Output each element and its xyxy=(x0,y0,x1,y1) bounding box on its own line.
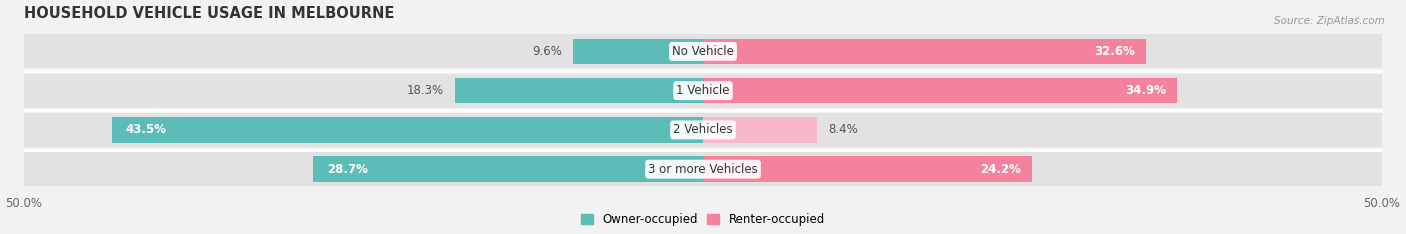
Text: HOUSEHOLD VEHICLE USAGE IN MELBOURNE: HOUSEHOLD VEHICLE USAGE IN MELBOURNE xyxy=(24,6,395,21)
Bar xyxy=(703,156,1032,182)
Bar xyxy=(112,117,703,143)
Bar xyxy=(572,39,703,64)
Bar xyxy=(703,73,1382,108)
Text: 32.6%: 32.6% xyxy=(1094,45,1135,58)
Bar xyxy=(703,39,1146,64)
Text: 2 Vehicles: 2 Vehicles xyxy=(673,123,733,136)
Bar xyxy=(703,34,1382,69)
Bar xyxy=(24,73,703,108)
Bar xyxy=(703,117,817,143)
Text: 3 or more Vehicles: 3 or more Vehicles xyxy=(648,163,758,176)
Bar xyxy=(454,78,703,103)
Text: 9.6%: 9.6% xyxy=(531,45,562,58)
Text: 34.9%: 34.9% xyxy=(1125,84,1166,97)
Bar xyxy=(24,113,703,147)
Text: No Vehicle: No Vehicle xyxy=(672,45,734,58)
Text: 1 Vehicle: 1 Vehicle xyxy=(676,84,730,97)
Text: 43.5%: 43.5% xyxy=(127,123,167,136)
Bar xyxy=(703,78,1177,103)
Legend: Owner-occupied, Renter-occupied: Owner-occupied, Renter-occupied xyxy=(581,213,825,226)
Text: 28.7%: 28.7% xyxy=(326,163,368,176)
Bar xyxy=(24,152,703,186)
Bar xyxy=(703,152,1382,186)
Text: 8.4%: 8.4% xyxy=(828,123,858,136)
Text: 24.2%: 24.2% xyxy=(980,163,1021,176)
Text: Source: ZipAtlas.com: Source: ZipAtlas.com xyxy=(1274,16,1385,26)
Bar xyxy=(24,34,703,69)
Text: 18.3%: 18.3% xyxy=(406,84,444,97)
Bar xyxy=(703,113,1382,147)
Bar xyxy=(314,156,703,182)
